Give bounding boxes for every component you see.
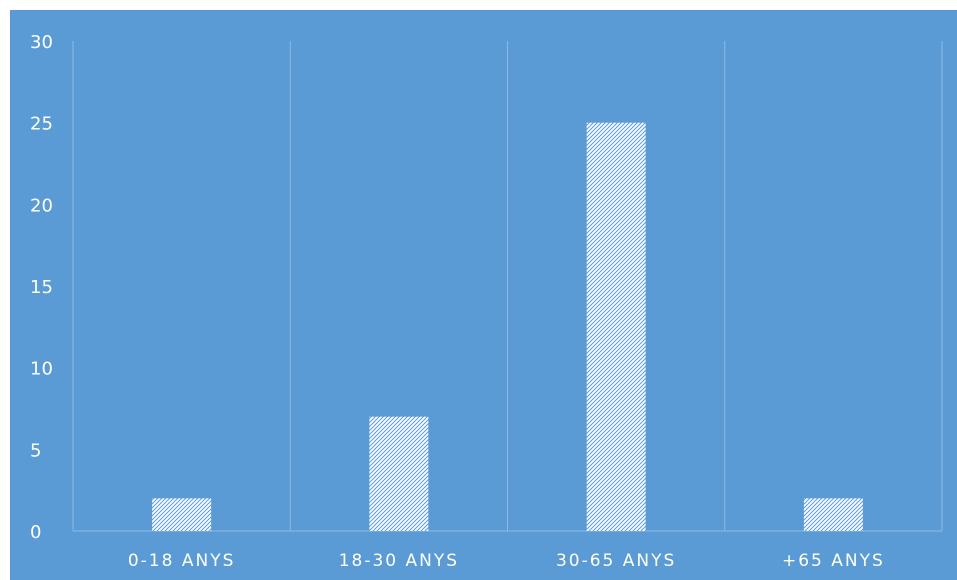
y-tick-label: 0 bbox=[30, 522, 41, 543]
bar-65-anys bbox=[803, 498, 863, 531]
y-tick-label: 5 bbox=[30, 440, 41, 461]
bar-18-30-anys bbox=[369, 416, 429, 531]
bars bbox=[152, 122, 863, 532]
gridlines bbox=[72, 41, 943, 532]
x-category-label: +65 ANYS bbox=[782, 551, 885, 571]
y-tick-label: 30 bbox=[30, 32, 53, 53]
y-tick-label: 20 bbox=[30, 195, 53, 216]
y-axis-tick-labels: 0 5 10 15 20 25 30 bbox=[30, 32, 53, 543]
x-category-label: 18-30 ANYS bbox=[339, 551, 459, 571]
y-tick-label: 10 bbox=[30, 359, 53, 380]
x-category-label: 30-65 ANYS bbox=[556, 551, 676, 571]
bar-chart: 0 5 10 15 20 25 30 0-18 ANYS 18-30 ANYS 30-65 AN… bbox=[30, 32, 943, 571]
bar-30-65-anys bbox=[586, 122, 646, 532]
x-category-label: 0-18 ANYS bbox=[128, 551, 236, 571]
bar-0-18-anys bbox=[152, 498, 212, 531]
y-tick-label: 15 bbox=[30, 277, 53, 298]
x-axis-category-labels: 0-18 ANYS 18-30 ANYS 30-65 ANYS +65 ANYS bbox=[128, 551, 885, 571]
chart-area: 0 5 10 15 20 25 30 0-18 ANYS 18-30 ANYS 30-65 AN… bbox=[10, 10, 957, 580]
y-tick-label: 25 bbox=[30, 114, 53, 135]
